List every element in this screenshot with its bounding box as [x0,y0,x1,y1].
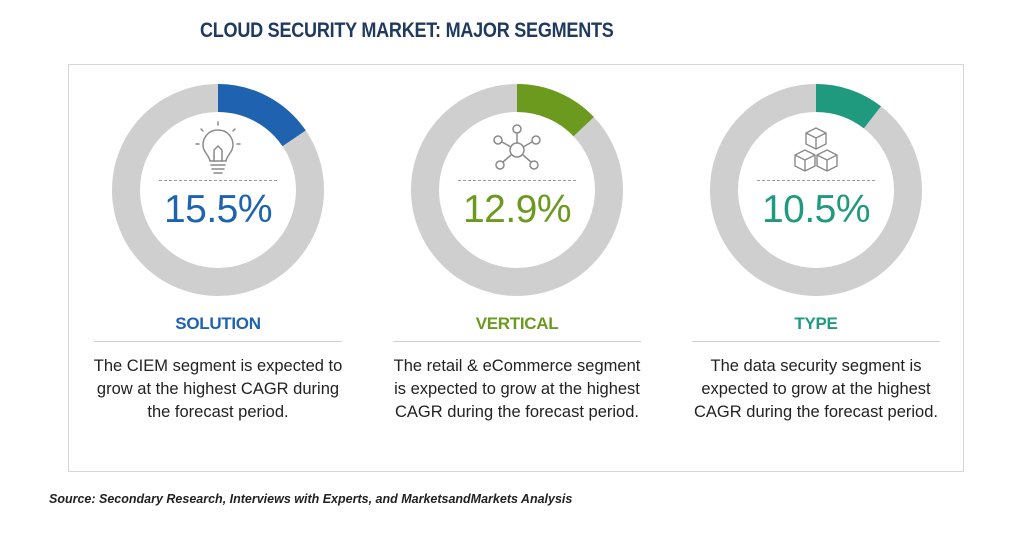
lightbulb-icon [195,121,241,174]
divider-dashed [159,180,277,181]
divider-dashed [458,180,576,181]
divider-dashed [757,180,875,181]
donut-slice [112,84,324,296]
segment-type: 10.5% TYPE The data security segment is … [667,65,965,473]
donut-chart [411,84,623,296]
segment-percentage: 15.5% [163,188,273,231]
divider [94,341,342,342]
donut-slice [411,84,623,296]
segments-panel: 15.5% SOLUTION The CIEM segment is expec… [68,64,964,472]
segment-percentage: 12.9% [462,188,572,231]
segment-description: The data security segment is expected to… [694,357,938,421]
segment-name: SOLUTION [175,314,261,333]
chart-title: CLOUD SECURITY MARKET: MAJOR SEGMENTS [200,19,614,42]
donut-chart [112,84,324,296]
segment-description: The retail & eCommerce segment is expect… [393,357,641,421]
donut-slice [710,84,922,296]
segment-percentage: 10.5% [761,188,871,231]
donut-chart [710,84,922,296]
segment-solution: 15.5% SOLUTION The CIEM segment is expec… [69,65,367,473]
segment-vertical: 12.9% VERTICAL The retail & eCommerce se… [368,65,666,473]
segment-description: The CIEM segment is expected to grow at … [93,357,343,421]
network-hub-icon [493,124,541,170]
divider [393,341,641,342]
source-note: Source: Secondary Research, Interviews w… [49,492,573,506]
segment-name: TYPE [794,314,838,333]
segment-name: VERTICAL [475,314,559,333]
cubes-icon [794,127,838,172]
divider [692,341,940,342]
